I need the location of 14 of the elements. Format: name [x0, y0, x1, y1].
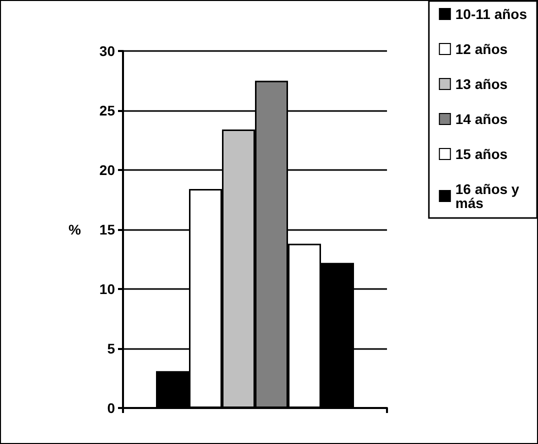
y-tick-label: 30 — [99, 43, 116, 59]
y-tick-label: 20 — [99, 162, 116, 178]
legend-label: 16 años y más — [455, 181, 524, 211]
legend-label: 13 años — [455, 76, 508, 92]
y-tick-label: 5 — [107, 340, 116, 356]
y-axis-title: % — [68, 222, 82, 238]
legend-label: 14 años — [455, 111, 508, 127]
y-tick-label: 0 — [107, 400, 116, 416]
y-tick-label: 15 — [99, 222, 116, 238]
legend-label: 15 años — [455, 146, 508, 162]
y-tick-label: 10 — [99, 281, 116, 297]
legend-label: 10-11 años — [455, 6, 528, 22]
y-tick-label: 25 — [99, 102, 116, 118]
legend-label: 12 años — [455, 41, 508, 57]
